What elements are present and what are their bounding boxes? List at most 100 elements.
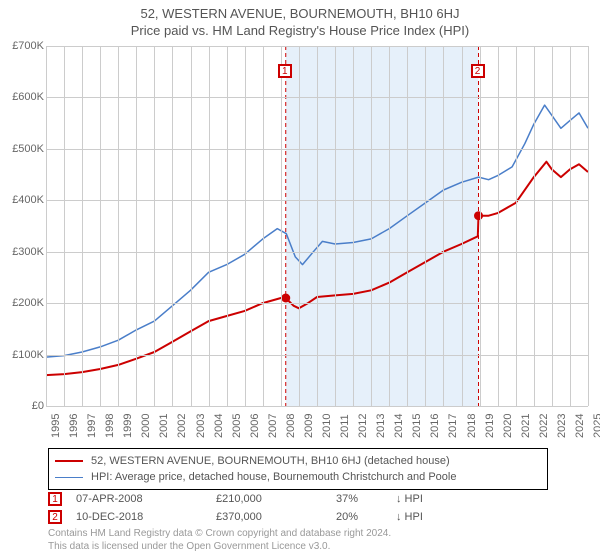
table-row: 2 10-DEC-2018 £370,000 20% ↓ HPI <box>48 508 568 526</box>
gridline-vertical <box>534 46 535 406</box>
gridline-vertical <box>191 46 192 406</box>
x-axis-label: 2009 <box>303 414 315 438</box>
x-axis-label: 2020 <box>502 414 514 438</box>
plot-area <box>46 46 588 406</box>
x-axis-label: 2015 <box>411 414 423 438</box>
x-axis-label: 2025 <box>592 414 600 438</box>
gridline-vertical <box>299 46 300 406</box>
x-axis-label: 2010 <box>321 414 333 438</box>
gridline-horizontal <box>46 406 588 407</box>
y-axis-label: £400K <box>2 194 44 206</box>
legend-swatch-hpi <box>55 477 83 478</box>
gridline-vertical <box>353 46 354 406</box>
legend-label-hpi: HPI: Average price, detached house, Bour… <box>91 471 456 483</box>
title-main: 52, WESTERN AVENUE, BOURNEMOUTH, BH10 6H… <box>0 6 600 21</box>
sale-marker-2: 2 <box>48 510 62 524</box>
gridline-vertical <box>570 46 571 406</box>
gridline-vertical <box>425 46 426 406</box>
table-row: 1 07-APR-2008 £210,000 37% ↓ HPI <box>48 490 568 508</box>
x-axis-label: 1999 <box>122 414 134 438</box>
gridline-vertical <box>317 46 318 406</box>
gridline-vertical <box>281 46 282 406</box>
x-axis-label: 2008 <box>285 414 297 438</box>
y-axis-label: £0 <box>2 400 44 412</box>
sale-price: £370,000 <box>216 511 336 523</box>
sale-date: 07-APR-2008 <box>76 493 216 505</box>
footer-line2: This data is licensed under the Open Gov… <box>48 541 568 554</box>
x-axis-label: 2017 <box>447 414 459 438</box>
legend-row: HPI: Average price, detached house, Bour… <box>55 469 541 485</box>
sale-pct: 37% <box>336 493 396 505</box>
sale-marker-1: 1 <box>48 492 62 506</box>
sale-dir: ↓ HPI <box>396 511 456 523</box>
y-axis-label: £600K <box>2 91 44 103</box>
sales-table: 1 07-APR-2008 £210,000 37% ↓ HPI 2 10-DE… <box>48 490 568 526</box>
gridline-vertical <box>389 46 390 406</box>
sale-dir: ↓ HPI <box>396 493 456 505</box>
sale-marker-box: 2 <box>471 64 485 78</box>
gridline-vertical <box>462 46 463 406</box>
chart-titles: 52, WESTERN AVENUE, BOURNEMOUTH, BH10 6H… <box>0 0 600 38</box>
sale-date: 10-DEC-2018 <box>76 511 216 523</box>
gridline-vertical <box>335 46 336 406</box>
sale-marker-box: 1 <box>278 64 292 78</box>
gridline-vertical <box>443 46 444 406</box>
x-axis-label: 2012 <box>357 414 369 438</box>
x-axis-label: 2013 <box>375 414 387 438</box>
legend-label-address: 52, WESTERN AVENUE, BOURNEMOUTH, BH10 6H… <box>91 455 450 467</box>
x-axis-label: 2016 <box>429 414 441 438</box>
y-axis-label: £300K <box>2 246 44 258</box>
sale-point-dot <box>281 294 290 303</box>
footer: Contains HM Land Registry data © Crown c… <box>48 528 568 553</box>
gridline-vertical <box>407 46 408 406</box>
x-axis-label: 1995 <box>50 414 62 438</box>
y-axis-label: £700K <box>2 40 44 52</box>
x-axis-label: 2021 <box>520 414 532 438</box>
x-axis-label: 2007 <box>267 414 279 438</box>
x-axis-label: 2023 <box>556 414 568 438</box>
gridline-vertical <box>100 46 101 406</box>
gridline-vertical <box>227 46 228 406</box>
title-sub: Price paid vs. HM Land Registry's House … <box>0 23 600 38</box>
gridline-vertical <box>516 46 517 406</box>
sale-point-dot <box>474 211 483 220</box>
gridline-vertical <box>263 46 264 406</box>
legend-swatch-address <box>55 460 83 462</box>
y-axis-label: £100K <box>2 349 44 361</box>
y-axis-label: £500K <box>2 143 44 155</box>
gridline-vertical <box>371 46 372 406</box>
gridline-vertical <box>588 46 589 406</box>
x-axis-label: 2019 <box>484 414 496 438</box>
x-axis-label: 2005 <box>231 414 243 438</box>
gridline-vertical <box>46 46 47 406</box>
x-axis-label: 1996 <box>68 414 80 438</box>
x-axis-label: 2004 <box>213 414 225 438</box>
legend: 52, WESTERN AVENUE, BOURNEMOUTH, BH10 6H… <box>48 448 548 490</box>
x-axis-label: 2001 <box>158 414 170 438</box>
gridline-vertical <box>64 46 65 406</box>
gridline-vertical <box>245 46 246 406</box>
gridline-vertical <box>118 46 119 406</box>
legend-row: 52, WESTERN AVENUE, BOURNEMOUTH, BH10 6H… <box>55 453 541 469</box>
y-axis-label: £200K <box>2 297 44 309</box>
gridline-vertical <box>172 46 173 406</box>
x-axis-label: 2022 <box>538 414 550 438</box>
gridline-vertical <box>136 46 137 406</box>
gridline-vertical <box>154 46 155 406</box>
x-axis-label: 1998 <box>104 414 116 438</box>
x-axis-label: 2002 <box>176 414 188 438</box>
x-axis-label: 2018 <box>466 414 478 438</box>
x-axis-label: 2003 <box>195 414 207 438</box>
x-axis-label: 2024 <box>574 414 586 438</box>
x-axis-label: 2011 <box>339 414 351 438</box>
gridline-vertical <box>552 46 553 406</box>
gridline-vertical <box>480 46 481 406</box>
gridline-vertical <box>498 46 499 406</box>
sale-pct: 20% <box>336 511 396 523</box>
x-axis-label: 2014 <box>393 414 405 438</box>
x-axis-label: 2000 <box>140 414 152 438</box>
gridline-vertical <box>82 46 83 406</box>
x-axis-label: 2006 <box>249 414 261 438</box>
chart-container: 52, WESTERN AVENUE, BOURNEMOUTH, BH10 6H… <box>0 0 600 560</box>
footer-line1: Contains HM Land Registry data © Crown c… <box>48 528 568 541</box>
